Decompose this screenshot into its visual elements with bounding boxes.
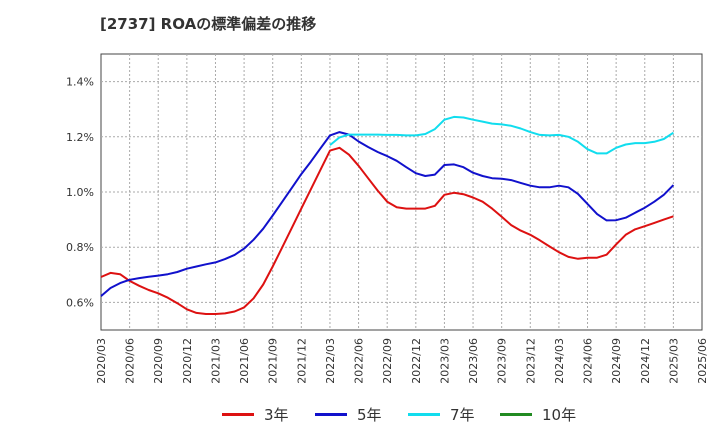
x-tick-label: 2024/06 xyxy=(582,338,595,384)
x-tick-label: 2022/12 xyxy=(410,338,423,384)
y-tick-label: 0.8% xyxy=(66,241,94,254)
x-tick-label: 2022/03 xyxy=(324,338,337,384)
series-line-3年 xyxy=(100,146,674,315)
x-tick-label: 2020/06 xyxy=(124,338,137,384)
x-tick-label: 2025/03 xyxy=(667,338,680,384)
legend-swatch xyxy=(315,412,347,416)
y-tick-label: 0.6% xyxy=(66,296,94,309)
x-tick-label: 2022/06 xyxy=(353,338,366,384)
legend-label: 10年 xyxy=(542,405,577,424)
x-tick-label: 2022/09 xyxy=(381,338,394,384)
x-tick-label: 2020/09 xyxy=(152,338,165,384)
x-tick-label: 2021/12 xyxy=(295,338,308,384)
y-tick-label: 1.0% xyxy=(66,186,94,199)
x-tick-label: 2023/09 xyxy=(496,338,509,384)
legend-swatch xyxy=(500,412,532,416)
x-tick-label: 2021/06 xyxy=(238,338,251,384)
legend-swatch xyxy=(222,412,254,416)
x-tick-label: 2023/03 xyxy=(438,338,451,384)
y-tick-label: 1.2% xyxy=(66,131,94,144)
x-tick-label: 2021/03 xyxy=(209,338,222,384)
x-tick-label: 2024/12 xyxy=(639,338,652,384)
x-tick-label: 2025/06 xyxy=(696,338,709,384)
x-tick-label: 2020/03 xyxy=(95,338,108,384)
legend-item: 7年 xyxy=(408,402,475,426)
x-tick-label: 2024/09 xyxy=(610,338,623,384)
legend-item: 5年 xyxy=(315,402,382,426)
legend-item: 10年 xyxy=(500,402,576,426)
x-tick-label: 2021/09 xyxy=(267,338,280,384)
x-tick-label: 2020/12 xyxy=(181,338,194,384)
x-tick-label: 2024/03 xyxy=(553,338,566,384)
chart-title: [2737] ROAの標準偏差の推移 xyxy=(100,15,317,33)
legend-label: 3年 xyxy=(264,405,289,424)
series-line-5年 xyxy=(100,131,675,297)
legend-item: 3年 xyxy=(222,402,289,426)
x-tick-label: 2023/12 xyxy=(524,338,537,384)
legend-swatch xyxy=(408,412,440,416)
chart-legend: 3年 5年 7年 10年 xyxy=(0,402,720,426)
series-line-7年 xyxy=(329,115,674,155)
legend-label: 5年 xyxy=(357,405,382,424)
y-tick-label: 1.4% xyxy=(66,76,94,89)
legend-label: 7年 xyxy=(450,405,475,424)
x-tick-label: 2023/06 xyxy=(467,338,480,384)
